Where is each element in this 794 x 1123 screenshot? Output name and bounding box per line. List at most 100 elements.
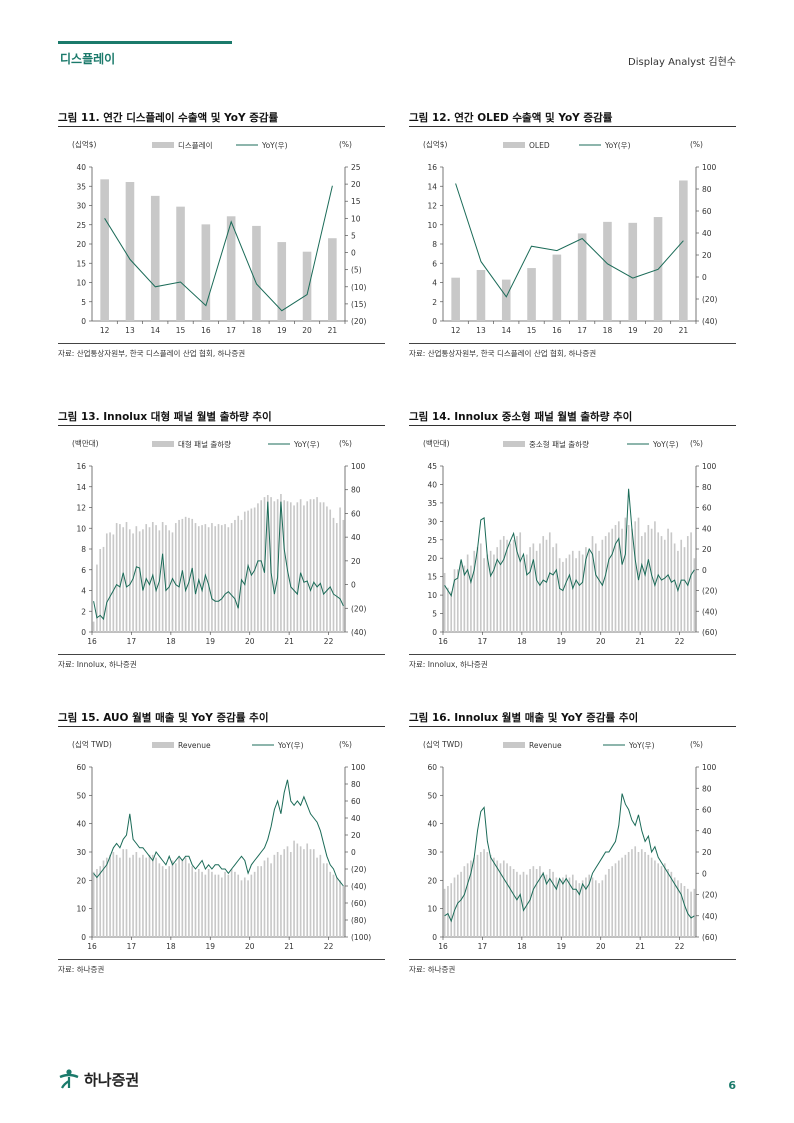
x-tick-label: 21	[284, 637, 294, 646]
figure-top-rule	[409, 126, 736, 127]
bar	[451, 277, 460, 321]
bar	[201, 224, 211, 321]
right-tick-label: 0	[351, 249, 356, 258]
bar	[663, 863, 666, 937]
bar	[667, 528, 669, 632]
bar	[161, 866, 164, 937]
bar	[588, 874, 591, 937]
bar	[552, 254, 562, 321]
figure-16: 그림 16. Innolux 월별 매출 및 YoY 증감률 추이 (십억 TW…	[409, 710, 736, 975]
bar	[243, 877, 246, 937]
page-number: 6	[728, 1079, 736, 1092]
bar	[277, 242, 287, 321]
figure-bottom-rule	[409, 343, 736, 344]
right-tick-label: (100)	[351, 933, 371, 942]
bar	[644, 532, 646, 632]
bar	[112, 534, 115, 632]
left-tick-label: 12	[427, 202, 437, 211]
bar	[252, 225, 261, 321]
bar	[128, 529, 131, 632]
bar	[240, 880, 243, 937]
right-tick-label: (10)	[351, 283, 366, 292]
right-tick-label: (40)	[702, 912, 717, 921]
bar	[486, 554, 489, 632]
bar	[207, 869, 210, 937]
bar	[303, 505, 305, 632]
bar	[150, 195, 160, 321]
right-tick-label: 40	[351, 814, 361, 823]
left-tick-label: 8	[432, 240, 437, 249]
x-tick-label: 21	[635, 637, 645, 646]
bar	[443, 888, 446, 937]
left-tick-label: 25	[427, 536, 437, 545]
x-tick-label: 17	[226, 326, 236, 335]
bar	[594, 880, 597, 937]
bar	[332, 874, 335, 937]
bar	[128, 857, 131, 937]
bar	[506, 539, 508, 632]
bar	[634, 846, 637, 937]
bar	[519, 532, 522, 632]
left-tick-label: 8	[81, 545, 86, 554]
left-tick-label: 6	[432, 259, 437, 268]
bar	[501, 279, 511, 321]
left-tick-label: 0	[432, 628, 437, 637]
bar	[257, 503, 259, 632]
bar	[522, 871, 525, 937]
left-tick-label: 4	[81, 587, 86, 596]
bar	[174, 863, 177, 937]
bar	[460, 871, 462, 937]
legend-bar-label: Revenue	[178, 741, 211, 750]
bar	[463, 866, 466, 937]
x-tick-label: 20	[653, 326, 663, 335]
bar	[207, 527, 210, 632]
bar	[339, 507, 341, 632]
bar	[109, 854, 111, 937]
left-tick-label: 16	[427, 163, 437, 172]
bar	[312, 849, 315, 937]
figure-top-rule	[58, 425, 385, 426]
left-tick-label: 50	[427, 791, 437, 800]
bar	[466, 863, 469, 937]
bar	[483, 558, 485, 632]
right-tick-label: 60	[702, 504, 712, 513]
bar	[644, 852, 646, 937]
figure-bottom-rule	[58, 959, 385, 960]
bar	[151, 854, 154, 937]
bar	[608, 869, 610, 937]
right-tick-label: 15	[351, 197, 361, 206]
bar	[309, 499, 312, 632]
bar	[240, 519, 243, 632]
bar	[542, 536, 545, 632]
bar	[322, 863, 325, 937]
x-tick-label: 17	[127, 637, 137, 646]
bar	[558, 558, 561, 632]
x-tick-label: 22	[324, 637, 334, 646]
bar	[184, 516, 187, 632]
x-tick-label: 12	[451, 326, 461, 335]
x-tick-label: 19	[557, 942, 567, 951]
figure-12: 그림 12. 연간 OLED 수출액 및 YoY 증감률 (십억$) (%) OLE…	[409, 110, 736, 359]
x-tick-label: 21	[679, 326, 689, 335]
x-tick-label: 18	[603, 326, 613, 335]
bar	[509, 866, 512, 937]
right-tick-label: 100	[702, 763, 717, 772]
x-tick-label: 16	[438, 942, 448, 951]
bar	[155, 857, 157, 937]
bar	[473, 550, 476, 632]
left-axis-unit: (십억$)	[72, 140, 96, 149]
bar	[96, 869, 98, 937]
bar	[316, 497, 318, 632]
bar	[217, 524, 220, 632]
bar	[647, 525, 650, 632]
x-tick-label: 21	[328, 326, 338, 335]
bar	[545, 874, 548, 937]
bar	[329, 871, 332, 937]
bar	[250, 874, 253, 937]
left-tick-label: 25	[76, 221, 86, 230]
bar	[489, 854, 492, 937]
bar	[621, 528, 623, 632]
left-tick-label: 35	[427, 499, 437, 508]
bar	[335, 877, 338, 937]
bar	[577, 233, 587, 321]
